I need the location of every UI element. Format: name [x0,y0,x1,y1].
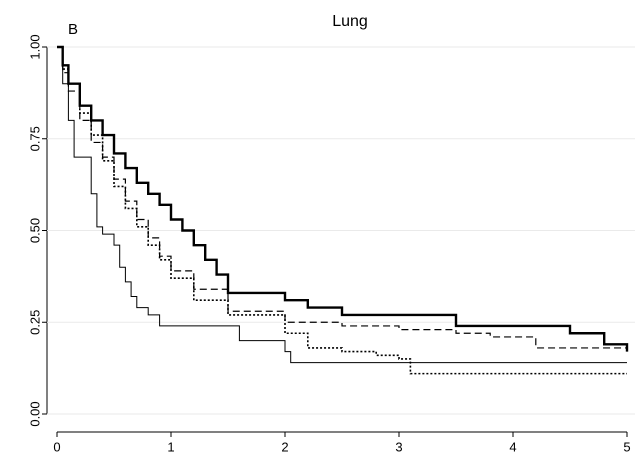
x-tick-label: 0 [53,439,60,453]
panel-label: B [68,21,78,38]
y-tick-label: 0.25 [27,310,42,335]
chart-title: Lung [332,13,368,30]
x-tick-label: 1 [167,439,174,453]
survival-curve [57,46,627,364]
survival-curve [57,45,629,352]
survival-curve [57,46,627,375]
x-tick-label: 5 [623,439,630,453]
survival-curve [57,46,627,349]
y-tick-label: 0.75 [27,126,42,151]
x-tick-label: 4 [509,439,516,453]
x-tick-label: 3 [395,439,402,453]
y-tick-label: 0.50 [27,218,42,243]
y-tick-label: 0.00 [27,401,42,426]
y-tick-label: 1.00 [27,34,42,59]
x-tick-label: 2 [281,439,288,453]
